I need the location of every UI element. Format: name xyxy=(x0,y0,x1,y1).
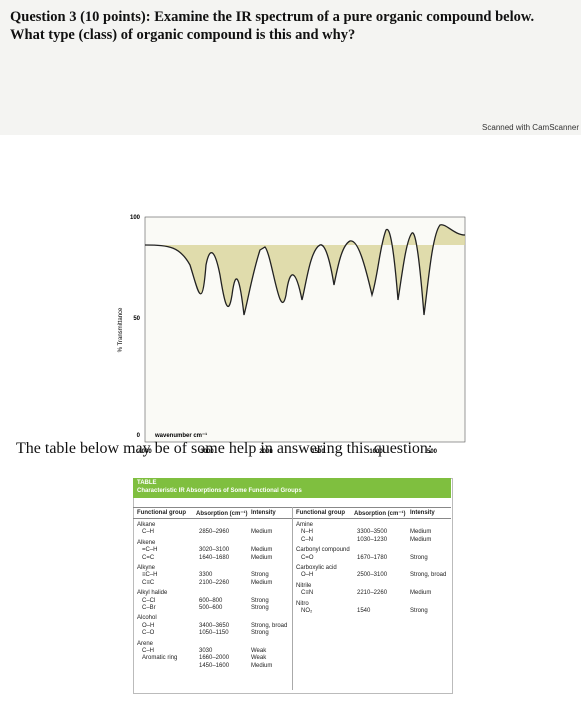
intensity: Strong, broad xyxy=(251,622,288,629)
bond: C–Cl xyxy=(142,597,156,604)
group-name: Alkane xyxy=(137,522,156,528)
bond: C=C xyxy=(142,554,155,561)
absorption: 1640–1680 xyxy=(199,554,230,561)
bond: C=O xyxy=(301,554,314,561)
table xyxy=(133,478,453,694)
intensity: Medium xyxy=(251,662,273,669)
absorption-shading xyxy=(145,224,465,315)
x-tick-label: 4000 xyxy=(138,449,152,455)
absorption: 1050–1150 xyxy=(199,630,229,637)
group-name: Alkyl halide xyxy=(137,590,168,597)
bond: N–H xyxy=(301,529,314,536)
question-text: Examine the IR spectrum of a pure organi… xyxy=(10,9,535,43)
intensity: Strong xyxy=(251,597,269,604)
group-name: Arene xyxy=(137,640,154,647)
absorption: 1030–1230 xyxy=(357,536,388,543)
column-header: Intensity xyxy=(251,510,276,516)
absorption: 2100–2260 xyxy=(199,579,230,586)
intensity: Strong xyxy=(410,554,428,561)
intensity: Weak xyxy=(251,648,267,654)
absorption: 3300–3500 xyxy=(357,529,388,536)
intensity: Medium xyxy=(251,529,273,536)
bond: O–H xyxy=(301,572,314,579)
column-divider xyxy=(292,507,293,690)
absorption: 1450–1600 xyxy=(199,662,230,669)
bond: C≡C xyxy=(142,579,155,586)
group-name: Alkene xyxy=(137,539,156,546)
bond: C–Br xyxy=(142,605,156,611)
table-title: Characteristic IR Absorptions of Some Fu… xyxy=(137,488,302,494)
y-axis-label: % Transmittance xyxy=(118,307,124,352)
scanner-note: Scanned with CamScanner xyxy=(482,123,579,132)
absorption: 3400–3650 xyxy=(199,622,230,629)
absorption: 1670–1780 xyxy=(357,554,388,561)
intensity: Medium xyxy=(251,554,273,561)
bond: =C–H xyxy=(142,547,158,554)
absorption: 3030 xyxy=(199,648,213,654)
intensity: Strong xyxy=(410,608,428,614)
bond: C–N xyxy=(301,536,314,543)
group-name: Carbonyl compound xyxy=(296,547,350,554)
group-name: Alkyne xyxy=(137,565,156,571)
absorption: 2850–2960 xyxy=(199,529,230,536)
column-header: Absorption (cm⁻¹) xyxy=(196,511,248,517)
group-name: Amine xyxy=(296,522,314,528)
absorption: 1540 xyxy=(357,608,371,614)
x-tick-label: 500 xyxy=(427,449,438,455)
question-label: Question 3 (10 points): xyxy=(10,9,151,25)
absorption: 3300 xyxy=(199,572,213,579)
spectrum-curve xyxy=(144,224,466,316)
bond: O–H xyxy=(142,622,155,629)
intensity: Strong xyxy=(251,630,269,637)
intensity: Medium xyxy=(410,536,432,543)
intensity: Medium xyxy=(251,547,273,554)
bond: Aromatic ring xyxy=(142,655,178,662)
absorption: 500–600 xyxy=(199,605,223,611)
x-tick-label: 3000 xyxy=(200,449,214,455)
absorption: 3020–3100 xyxy=(199,547,230,554)
spectrum: % Transmittance wavenumber cm⁻¹ 4000 3000… xyxy=(118,215,466,455)
bond: C–H xyxy=(142,529,155,536)
x-tick-label: 1000 xyxy=(369,449,383,455)
x-tick-label: 1500 xyxy=(311,449,325,455)
group-name: Nitro xyxy=(296,600,309,607)
group-name: Nitrile xyxy=(296,582,312,589)
bond: C–H xyxy=(142,648,155,654)
absorption: 2210–2260 xyxy=(357,590,388,597)
intensity: Medium xyxy=(251,579,273,586)
bond: C≡N xyxy=(301,590,314,597)
y-tick-label: 50 xyxy=(133,316,140,322)
column-header: Absorption (cm⁻¹) xyxy=(354,511,406,517)
bond: C–O xyxy=(142,630,155,637)
intensity: Strong xyxy=(251,605,269,611)
group-name: Alcohol xyxy=(137,615,157,622)
intro: The table below may be of some help in a… xyxy=(16,440,433,457)
intensity: Strong, broad xyxy=(410,572,447,579)
group-name: Carboxylic acid xyxy=(296,565,337,571)
intensity: Weak xyxy=(251,655,267,662)
intensity: Medium xyxy=(410,529,432,536)
absorption: 600–800 xyxy=(199,597,223,604)
intensity: Strong xyxy=(251,572,269,579)
table-banner xyxy=(133,478,451,498)
table-tag: TABLE xyxy=(137,480,157,486)
column-header: Functional group xyxy=(296,510,345,516)
column-header: Intensity xyxy=(410,510,435,516)
bond: ≡C–H xyxy=(142,572,158,579)
absorption: 1660–2000 xyxy=(199,655,230,662)
intensity: Medium xyxy=(410,590,432,597)
x-tick-label: 2000 xyxy=(259,449,273,455)
question: Question 3 (10 points): Examine the IR s… xyxy=(10,8,570,44)
absorption: 2500–3100 xyxy=(357,572,388,579)
y-tick-label: 0 xyxy=(137,433,141,439)
column-header: Functional group xyxy=(137,510,186,516)
y-tick-label: 100 xyxy=(130,215,141,221)
bond: NO₂ xyxy=(301,608,313,614)
x-axis-label: wavenumber cm⁻¹ xyxy=(154,432,207,439)
